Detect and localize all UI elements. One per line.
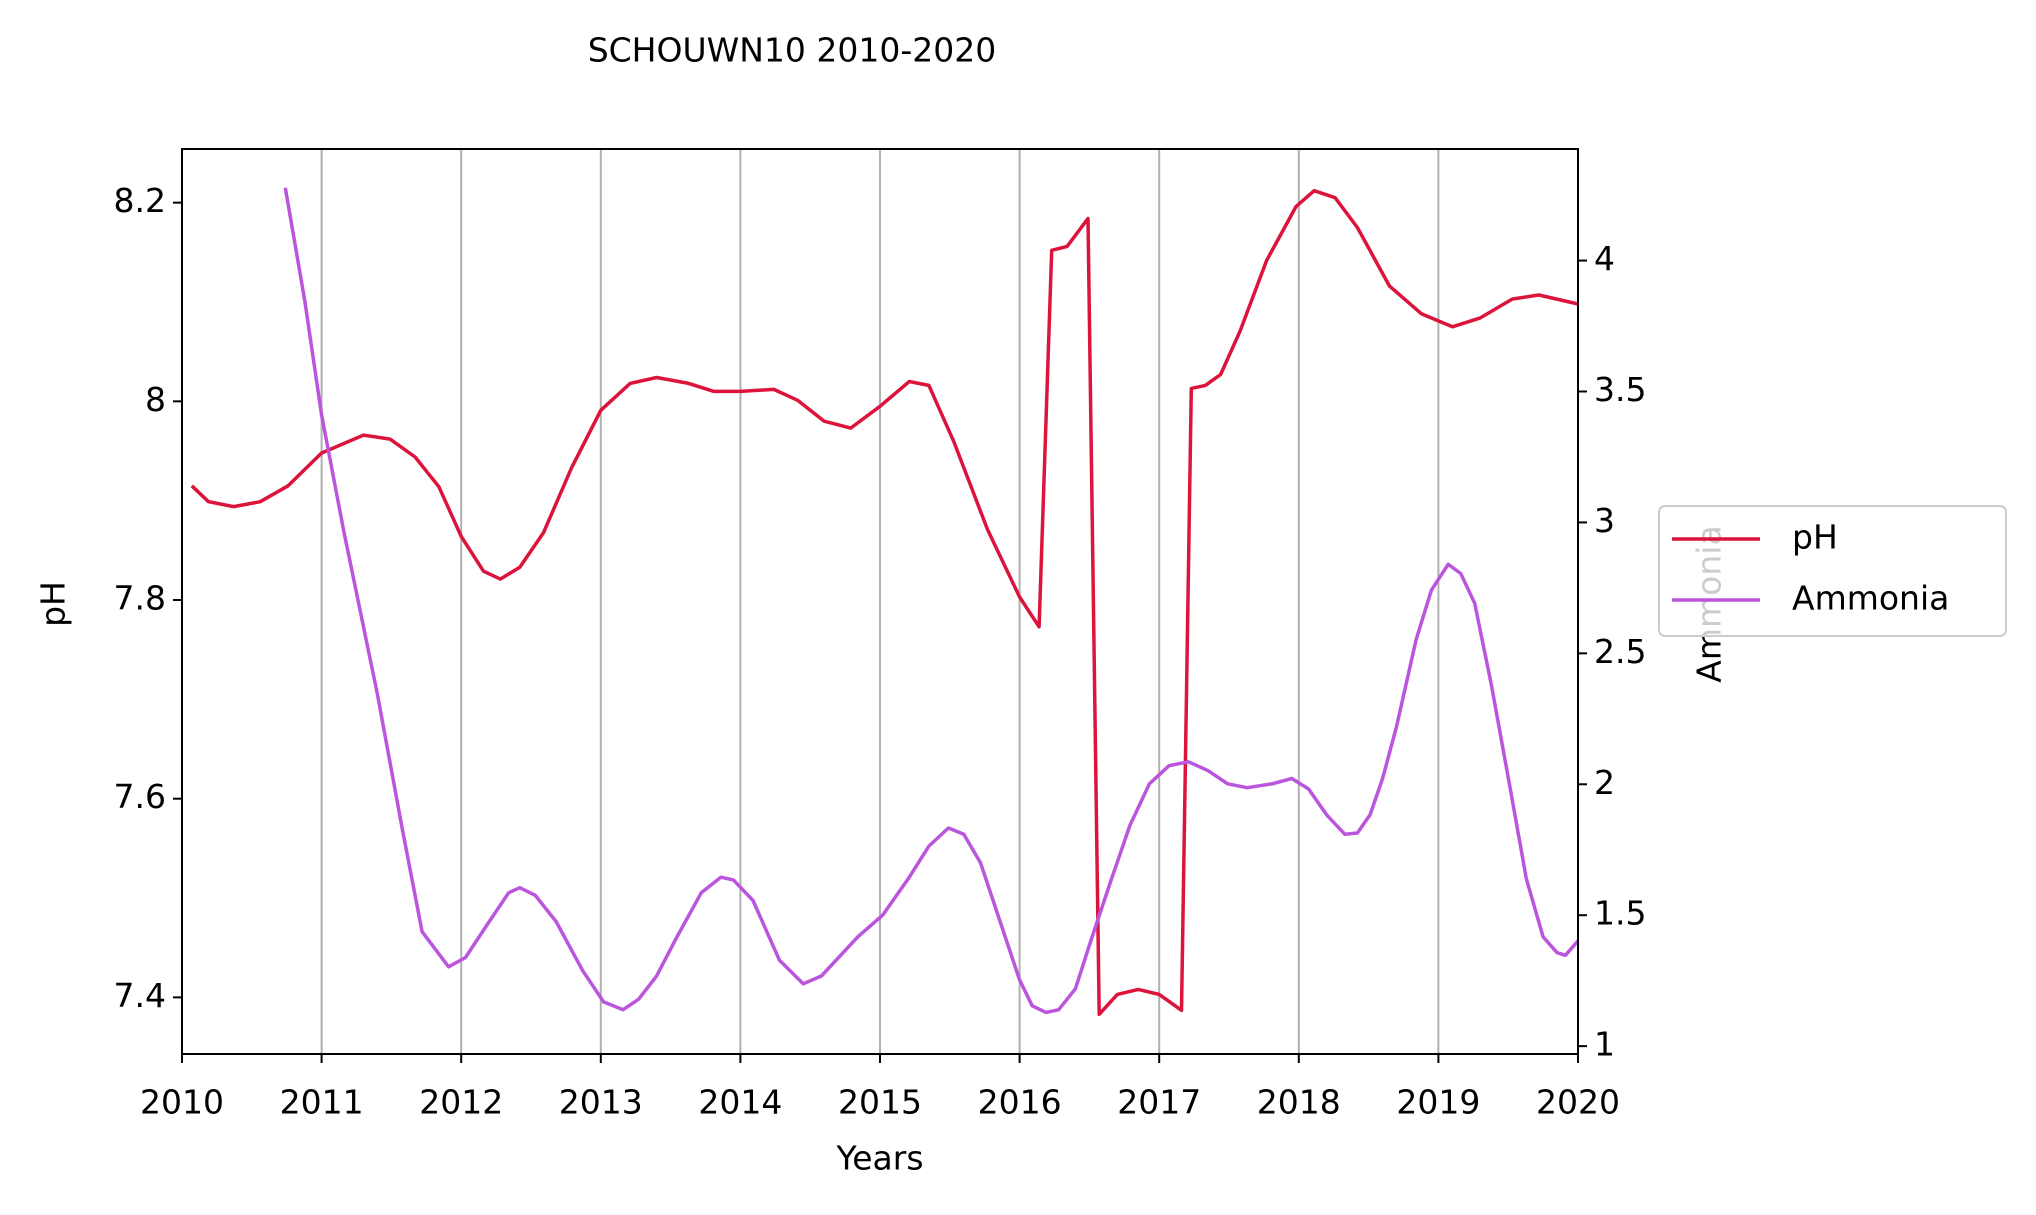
y-tick-label: 8 [145, 380, 166, 419]
x-tick-label: 2014 [698, 1083, 782, 1122]
x-tick-label: 2016 [978, 1083, 1062, 1122]
data-line [190, 188, 1579, 1017]
y2-tick-label: 2 [1594, 763, 1615, 802]
y2-tick-label: 3.5 [1594, 370, 1646, 409]
x-tick-label: 2017 [1117, 1083, 1201, 1122]
y-tick-label: 8.2 [114, 181, 166, 220]
x-tick-label: 2020 [1536, 1083, 1620, 1122]
y2-tick-label: 1 [1594, 1025, 1615, 1064]
y2-tick-label: 2.5 [1594, 632, 1646, 671]
plot-area: 2010 2011 2012 2013 2014 2015 2016 2017 2018 2019… [114, 149, 1646, 1122]
x-tick-label: 2010 [140, 1083, 224, 1122]
legend-label: pH [1792, 518, 1838, 557]
y-axis-label: pH [34, 581, 73, 627]
x-tick-label: 2011 [280, 1083, 364, 1122]
x-tick-label: 2019 [1396, 1083, 1480, 1122]
legend-label: Ammonia [1792, 579, 1949, 618]
data-line [283, 187, 1580, 1015]
x-tick-label: 2015 [838, 1083, 922, 1122]
chart-title: SCHOUWN10 2010-2020 [588, 31, 997, 70]
y2-tick-label: 4 [1594, 239, 1615, 278]
x-tick-label: 2012 [419, 1083, 503, 1122]
y2-tick-label: 3 [1594, 501, 1615, 540]
x-tick-label: 2018 [1257, 1083, 1341, 1122]
x-axis-label: Years [835, 1139, 923, 1178]
y-tick-label: 7.4 [114, 976, 166, 1015]
y-tick-label: 7.8 [114, 579, 166, 618]
axes-frame [181, 148, 1579, 1055]
y2-tick-label: 1.5 [1594, 894, 1646, 933]
x-tick-label: 2013 [559, 1083, 643, 1122]
legend: pH Ammonia [1658, 505, 2007, 637]
y-tick-label: 7.6 [114, 777, 166, 816]
